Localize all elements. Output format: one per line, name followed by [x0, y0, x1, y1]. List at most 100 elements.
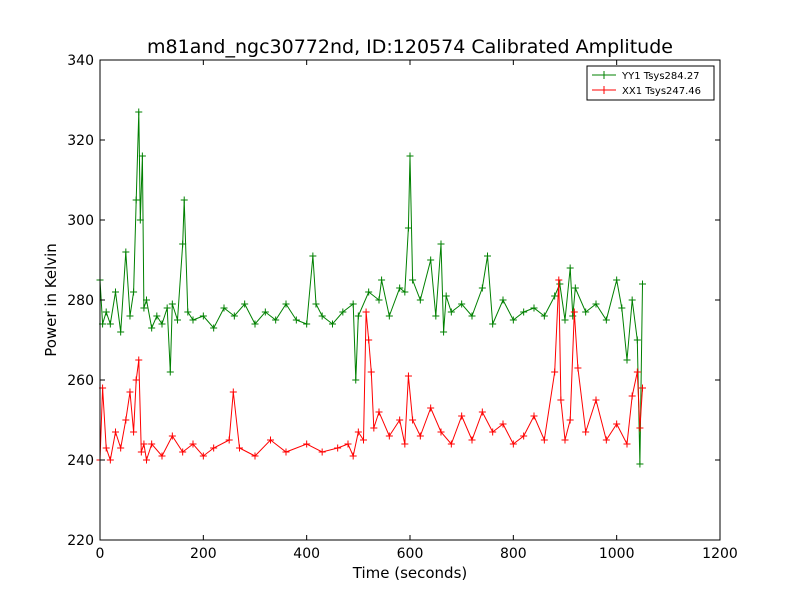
- data-point: [365, 288, 373, 296]
- data-point: [352, 376, 360, 384]
- data-point: [375, 296, 383, 304]
- data-point: [499, 296, 507, 304]
- data-point: [189, 440, 197, 448]
- y-tick-label: 220: [67, 533, 94, 549]
- data-point: [636, 424, 644, 432]
- data-point: [416, 432, 424, 440]
- data-point: [489, 428, 497, 436]
- data-point: [130, 288, 138, 296]
- data-point: [618, 304, 626, 312]
- y-tick-label: 280: [67, 293, 94, 309]
- data-point: [360, 436, 367, 444]
- data-point: [135, 356, 143, 364]
- data-point: [639, 384, 646, 392]
- data-point: [251, 452, 259, 460]
- data-point: [623, 356, 631, 364]
- y-axis-label: Power in Kelvin: [42, 243, 60, 357]
- series-2: [96, 276, 646, 464]
- data-point: [126, 388, 134, 396]
- data-point: [174, 316, 181, 324]
- data-point: [303, 320, 311, 328]
- data-point: [140, 440, 148, 448]
- data-point: [135, 108, 143, 116]
- data-point: [148, 324, 156, 332]
- data-point: [130, 428, 138, 436]
- data-point: [122, 248, 130, 256]
- legend-swatch: [592, 71, 616, 79]
- data-point: [112, 428, 119, 436]
- data-point: [520, 308, 528, 316]
- data-point: [272, 316, 280, 324]
- data-point: [484, 252, 491, 260]
- data-point: [122, 416, 130, 424]
- legend-swatch: [592, 86, 616, 94]
- data-point: [370, 424, 378, 432]
- x-tick-label: 400: [293, 546, 320, 562]
- data-point: [440, 328, 448, 336]
- data-point: [199, 452, 207, 460]
- legend-label: XX1 Tsys247.46: [622, 86, 701, 97]
- data-point: [530, 304, 538, 312]
- data-point: [241, 300, 249, 308]
- data-point: [458, 412, 466, 420]
- plot-area: [96, 108, 646, 468]
- data-point: [117, 328, 125, 336]
- legend: YY1 Tsys284.27 XX1 Tsys247.46: [586, 65, 715, 101]
- y-tick-label: 320: [67, 133, 94, 149]
- data-point: [592, 300, 600, 308]
- legend-entry: XX1 Tsys247.46: [592, 86, 701, 97]
- data-point: [143, 296, 150, 304]
- data-point: [636, 460, 644, 468]
- data-point: [344, 440, 352, 448]
- data-point: [623, 440, 631, 448]
- data-point: [180, 196, 188, 204]
- data-point: [143, 456, 150, 464]
- data-point: [571, 284, 579, 292]
- data-point: [569, 312, 577, 320]
- data-point: [354, 312, 362, 320]
- data-point: [236, 444, 243, 452]
- data-point: [225, 436, 233, 444]
- data-point: [189, 316, 197, 324]
- data-point: [126, 312, 134, 320]
- data-point: [570, 308, 578, 316]
- x-tick-label: 1200: [702, 546, 738, 562]
- x-tick-label: 0: [96, 546, 105, 562]
- data-point: [312, 300, 320, 308]
- data-point: [409, 276, 417, 284]
- data-point: [540, 436, 548, 444]
- data-point: [210, 444, 218, 452]
- data-point: [628, 392, 636, 400]
- data-point: [362, 308, 370, 316]
- y-tick-label: 240: [67, 453, 94, 469]
- data-point: [148, 440, 156, 448]
- data-point: [385, 312, 393, 320]
- data-point: [158, 452, 166, 460]
- data-point: [530, 412, 538, 420]
- data-point: [385, 432, 393, 440]
- x-axis-label: Time (seconds): [352, 564, 468, 582]
- legend-entry: YY1 Tsys284.27: [592, 71, 700, 82]
- data-point: [102, 444, 110, 452]
- data-point: [437, 240, 445, 248]
- data-point: [458, 300, 466, 308]
- data-point: [292, 316, 300, 324]
- data-point: [354, 428, 362, 436]
- data-point: [179, 448, 187, 456]
- data-point: [166, 368, 174, 376]
- data-point: [633, 368, 641, 376]
- x-tick-label: 200: [190, 546, 217, 562]
- data-point: [375, 408, 383, 416]
- data-point: [561, 316, 569, 324]
- data-point: [334, 444, 342, 452]
- data-point: [318, 448, 326, 456]
- data-point: [582, 428, 590, 436]
- data-point: [365, 336, 373, 344]
- data-point: [555, 276, 563, 284]
- data-point: [442, 292, 450, 300]
- data-point: [329, 320, 336, 328]
- data-point: [499, 420, 507, 428]
- data-point: [447, 440, 455, 448]
- data-point: [628, 296, 636, 304]
